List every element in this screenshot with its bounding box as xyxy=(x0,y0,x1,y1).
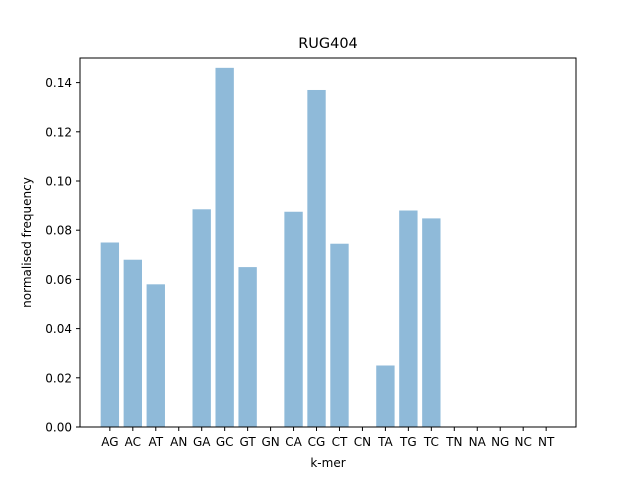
x-tick-label-na: NA xyxy=(469,435,487,449)
bar-ga xyxy=(192,209,211,427)
y-axis-label: normalised frequency xyxy=(20,177,34,308)
x-tick-label-ct: CT xyxy=(332,435,348,449)
x-tick-label-ac: AC xyxy=(125,435,141,449)
y-axis-ticks: 0.00 0.02 0.04 0.06 0.08 0.10 0.12 0.14 xyxy=(45,76,80,435)
x-tick-label-nc: NC xyxy=(515,435,532,449)
x-tick-label-an: AN xyxy=(170,435,187,449)
x-tick-label-ng: NG xyxy=(491,435,509,449)
x-tick-label-tg: TG xyxy=(399,435,417,449)
x-tick-label-ga: GA xyxy=(193,435,211,449)
x-tick-label-at: AT xyxy=(148,435,163,449)
x-tick-label-gt: GT xyxy=(240,435,257,449)
y-tick-label: 0.06 xyxy=(45,273,72,287)
bar-gc xyxy=(215,67,234,427)
x-axis-label: k-mer xyxy=(310,456,345,470)
x-tick-label-cn: CN xyxy=(354,435,371,449)
bar-gt xyxy=(238,267,257,427)
y-tick-label: 0.02 xyxy=(45,371,72,385)
x-tick-label-ca: CA xyxy=(285,435,302,449)
y-tick-label: 0.00 xyxy=(45,421,72,435)
x-tick-label-gc: GC xyxy=(216,435,234,449)
y-tick-label: 0.10 xyxy=(45,175,72,189)
bar-cg xyxy=(307,89,326,427)
x-axis-ticks: AG AC AT AN GA GC GT GN CA CG CT CN TA TG TC TN NA NG NC NT xyxy=(101,427,555,449)
bar-tg xyxy=(399,210,418,427)
bar-ct xyxy=(330,243,349,427)
bars-group xyxy=(100,67,441,427)
x-tick-label-cg: CG xyxy=(308,435,326,449)
bar-ag xyxy=(100,242,120,427)
x-tick-label-gn: GN xyxy=(261,435,279,449)
y-tick-label: 0.08 xyxy=(45,224,72,238)
plot-frame xyxy=(79,57,577,428)
y-tick-label: 0.14 xyxy=(45,76,72,90)
y-tick-label: 0.12 xyxy=(45,125,72,139)
bar-ca xyxy=(284,211,303,427)
bar-tc xyxy=(422,218,441,427)
bar-ta xyxy=(376,365,395,427)
chart-title: RUG404 xyxy=(298,36,358,52)
y-tick-label: 0.04 xyxy=(45,322,72,336)
x-tick-label-ag: AG xyxy=(101,435,118,449)
bar-ac xyxy=(123,259,142,427)
bar-at xyxy=(146,284,165,427)
x-tick-label-ta: TA xyxy=(377,435,393,449)
x-tick-label-tn: TN xyxy=(445,435,462,449)
x-tick-label-tc: TC xyxy=(423,435,439,449)
x-tick-label-nt: NT xyxy=(538,435,555,449)
